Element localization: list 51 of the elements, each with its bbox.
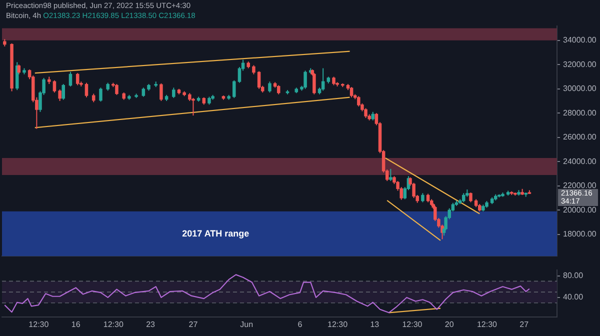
- candlestick: [312, 72, 316, 95]
- candlestick: [469, 192, 472, 203]
- x-tick-label: 12:30: [103, 320, 124, 330]
- candlestick: [76, 72, 80, 86]
- y-tick-label: 34000.00: [563, 36, 597, 45]
- y-tick-label: 80.00: [563, 270, 584, 280]
- candlestick: [58, 88, 62, 102]
- y-tick-label: 32000.00: [563, 60, 597, 69]
- x-tick-label: 6: [298, 320, 303, 330]
- x-tick-label: 12:30: [28, 320, 50, 330]
- candlestick: [15, 62, 19, 91]
- candlestick: [84, 82, 88, 98]
- candlestick: [304, 70, 307, 90]
- candlestick: [62, 84, 65, 100]
- x-tick-label: 12:30: [476, 320, 498, 330]
- candlestick: [268, 81, 272, 93]
- candlestick: [252, 64, 256, 75]
- x-tick-label: 16: [71, 320, 81, 330]
- x-tick-label: 12:30: [328, 320, 348, 330]
- candlestick: [17, 64, 21, 75]
- candlestick: [350, 86, 354, 98]
- candlestick: [99, 87, 102, 102]
- candlestick: [257, 70, 261, 90]
- candlestick: [68, 71, 72, 87]
- x-tick-label: 12:30: [402, 320, 423, 330]
- candlestick: [160, 82, 163, 102]
- candlestick: [389, 168, 392, 182]
- candlestick: [115, 84, 118, 96]
- x-tick-label: 20: [444, 320, 454, 330]
- y-tick-label: 20000.00: [563, 205, 597, 214]
- y-tick-label: 18000.00: [563, 230, 597, 239]
- x-tick-label: 13: [370, 320, 380, 330]
- x-tick-label: 27: [520, 320, 530, 330]
- candlestick: [172, 87, 176, 98]
- candlestick: [321, 68, 325, 92]
- y-tick-label: 28000.00: [563, 108, 597, 118]
- candlestick: [142, 87, 146, 98]
- y-tick-label: 30000.00: [563, 84, 597, 94]
- x-tick-label: Jun: [240, 320, 254, 330]
- candlestick: [421, 192, 424, 203]
- y-tick-label: 40.00: [563, 292, 584, 302]
- x-tick-label: 27: [188, 320, 198, 330]
- band-label: 2017 ATH range: [182, 228, 250, 238]
- candlestick: [364, 108, 368, 118]
- y-tick-label: 26000.00: [563, 132, 597, 142]
- candlestick: [276, 84, 280, 95]
- candlestick: [192, 97, 195, 116]
- x-tick-label: 23: [146, 320, 156, 330]
- y-tick-label: 24000.00: [563, 156, 597, 166]
- candlestick: [232, 80, 236, 98]
- y-tick-label: 22000.00: [563, 181, 597, 190]
